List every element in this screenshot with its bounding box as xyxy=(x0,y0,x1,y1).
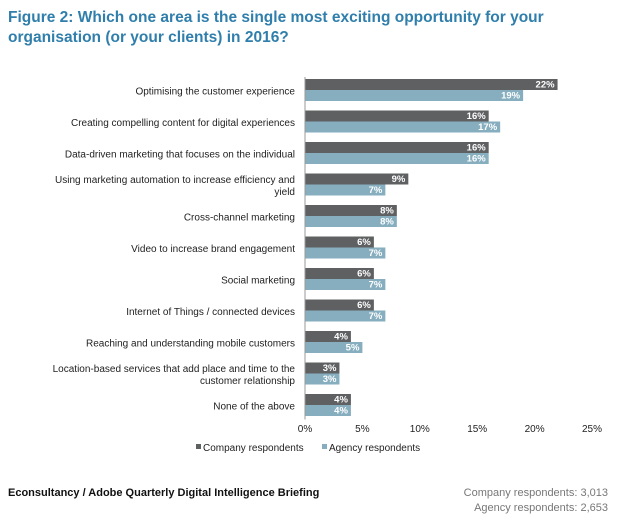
x-tick-label: 15% xyxy=(467,424,487,435)
source-note: Econsultancy / Adobe Quarterly Digital I… xyxy=(8,487,320,499)
bars-layer: 22%19%16%17%16%16%9%7%8%8%6%7%6%7%6%7%4%… xyxy=(305,79,558,417)
bar-company xyxy=(305,142,489,153)
value-label-agency: 7% xyxy=(369,248,383,259)
legend-swatch-company xyxy=(196,444,201,449)
value-label-company: 22% xyxy=(536,80,556,91)
x-tick-label: 5% xyxy=(355,424,370,435)
bar-agency xyxy=(305,90,524,101)
value-label-company: 6% xyxy=(357,237,371,248)
respondent-counts: Company respondents: 3,013 Agency respon… xyxy=(464,486,608,516)
category-labels: Optimising the customer experience Creati… xyxy=(53,87,296,413)
bar-company xyxy=(305,394,351,405)
category-label: Cross-channel marketing xyxy=(184,213,295,224)
x-axis: 0% 5% 10% 15% 20% 25% xyxy=(298,77,602,435)
category-label: None of the above xyxy=(213,402,295,413)
bar-agency xyxy=(305,373,340,385)
category-label: Social marketing xyxy=(221,276,295,287)
bar-agency xyxy=(305,247,386,259)
legend: Company respondents Agency respondents xyxy=(196,443,420,454)
category-label: Internet of Things / connected devices xyxy=(126,307,295,318)
bar-agency xyxy=(305,342,363,353)
value-label-agency: 16% xyxy=(467,154,487,165)
bar-company xyxy=(305,173,409,185)
bar-agency xyxy=(305,405,351,416)
value-label-agency: 5% xyxy=(346,343,360,354)
value-label-company: 8% xyxy=(380,206,394,217)
value-label-company: 9% xyxy=(392,174,406,185)
chart-title: Figure 2: Which one area is the single m… xyxy=(8,9,544,46)
value-label-company: 6% xyxy=(357,300,371,311)
bar-agency xyxy=(305,310,386,322)
value-label-company: 6% xyxy=(357,269,371,280)
value-label-agency: 7% xyxy=(369,280,383,291)
value-label-agency: 17% xyxy=(478,122,498,133)
value-label-agency: 8% xyxy=(380,217,394,228)
bar-company xyxy=(305,110,489,122)
value-label-company: 4% xyxy=(334,395,348,406)
category-label: Location-based services that add place a… xyxy=(53,364,296,387)
value-label-company: 16% xyxy=(467,143,487,154)
category-label: Data-driven marketing that focuses on th… xyxy=(65,150,295,161)
agency-respondent-count: Agency respondents: 2,653 xyxy=(474,502,608,514)
bar-agency xyxy=(305,216,397,227)
legend-label-agency: Agency respondents xyxy=(329,443,420,454)
value-label-company: 16% xyxy=(467,111,487,122)
category-label: Optimising the customer experience xyxy=(135,87,295,98)
bar-company xyxy=(305,299,374,311)
bar-company xyxy=(305,205,397,216)
company-respondent-count: Company respondents: 3,013 xyxy=(463,487,608,499)
bar-agency xyxy=(305,121,501,133)
bar-company xyxy=(305,268,374,279)
x-tick-label: 25% xyxy=(582,424,602,435)
category-label: Reaching and understanding mobile custom… xyxy=(86,339,295,350)
bar-company xyxy=(305,331,351,342)
value-label-company: 3% xyxy=(323,363,337,374)
category-label: Video to increase brand engagement xyxy=(131,244,295,255)
x-tick-label: 0% xyxy=(298,424,313,435)
legend-swatch-agency xyxy=(322,444,327,449)
bar-agency xyxy=(305,184,386,196)
legend-label-company: Company respondents xyxy=(203,443,304,454)
value-label-agency: 7% xyxy=(369,311,383,322)
value-label-agency: 4% xyxy=(334,406,348,417)
category-label: Creating compelling content for digital … xyxy=(71,118,295,129)
bar-company xyxy=(305,79,558,90)
value-label-agency: 7% xyxy=(369,185,383,196)
x-tick-label: 20% xyxy=(525,424,545,435)
bar-company xyxy=(305,362,340,374)
value-label-agency: 3% xyxy=(323,374,337,385)
category-label: Using marketing automation to increase e… xyxy=(55,175,295,198)
x-tick-label: 10% xyxy=(410,424,430,435)
bar-company xyxy=(305,236,374,248)
bar-agency xyxy=(305,279,386,290)
value-label-company: 4% xyxy=(334,332,348,343)
bar-agency xyxy=(305,153,489,164)
value-label-agency: 19% xyxy=(501,91,521,102)
